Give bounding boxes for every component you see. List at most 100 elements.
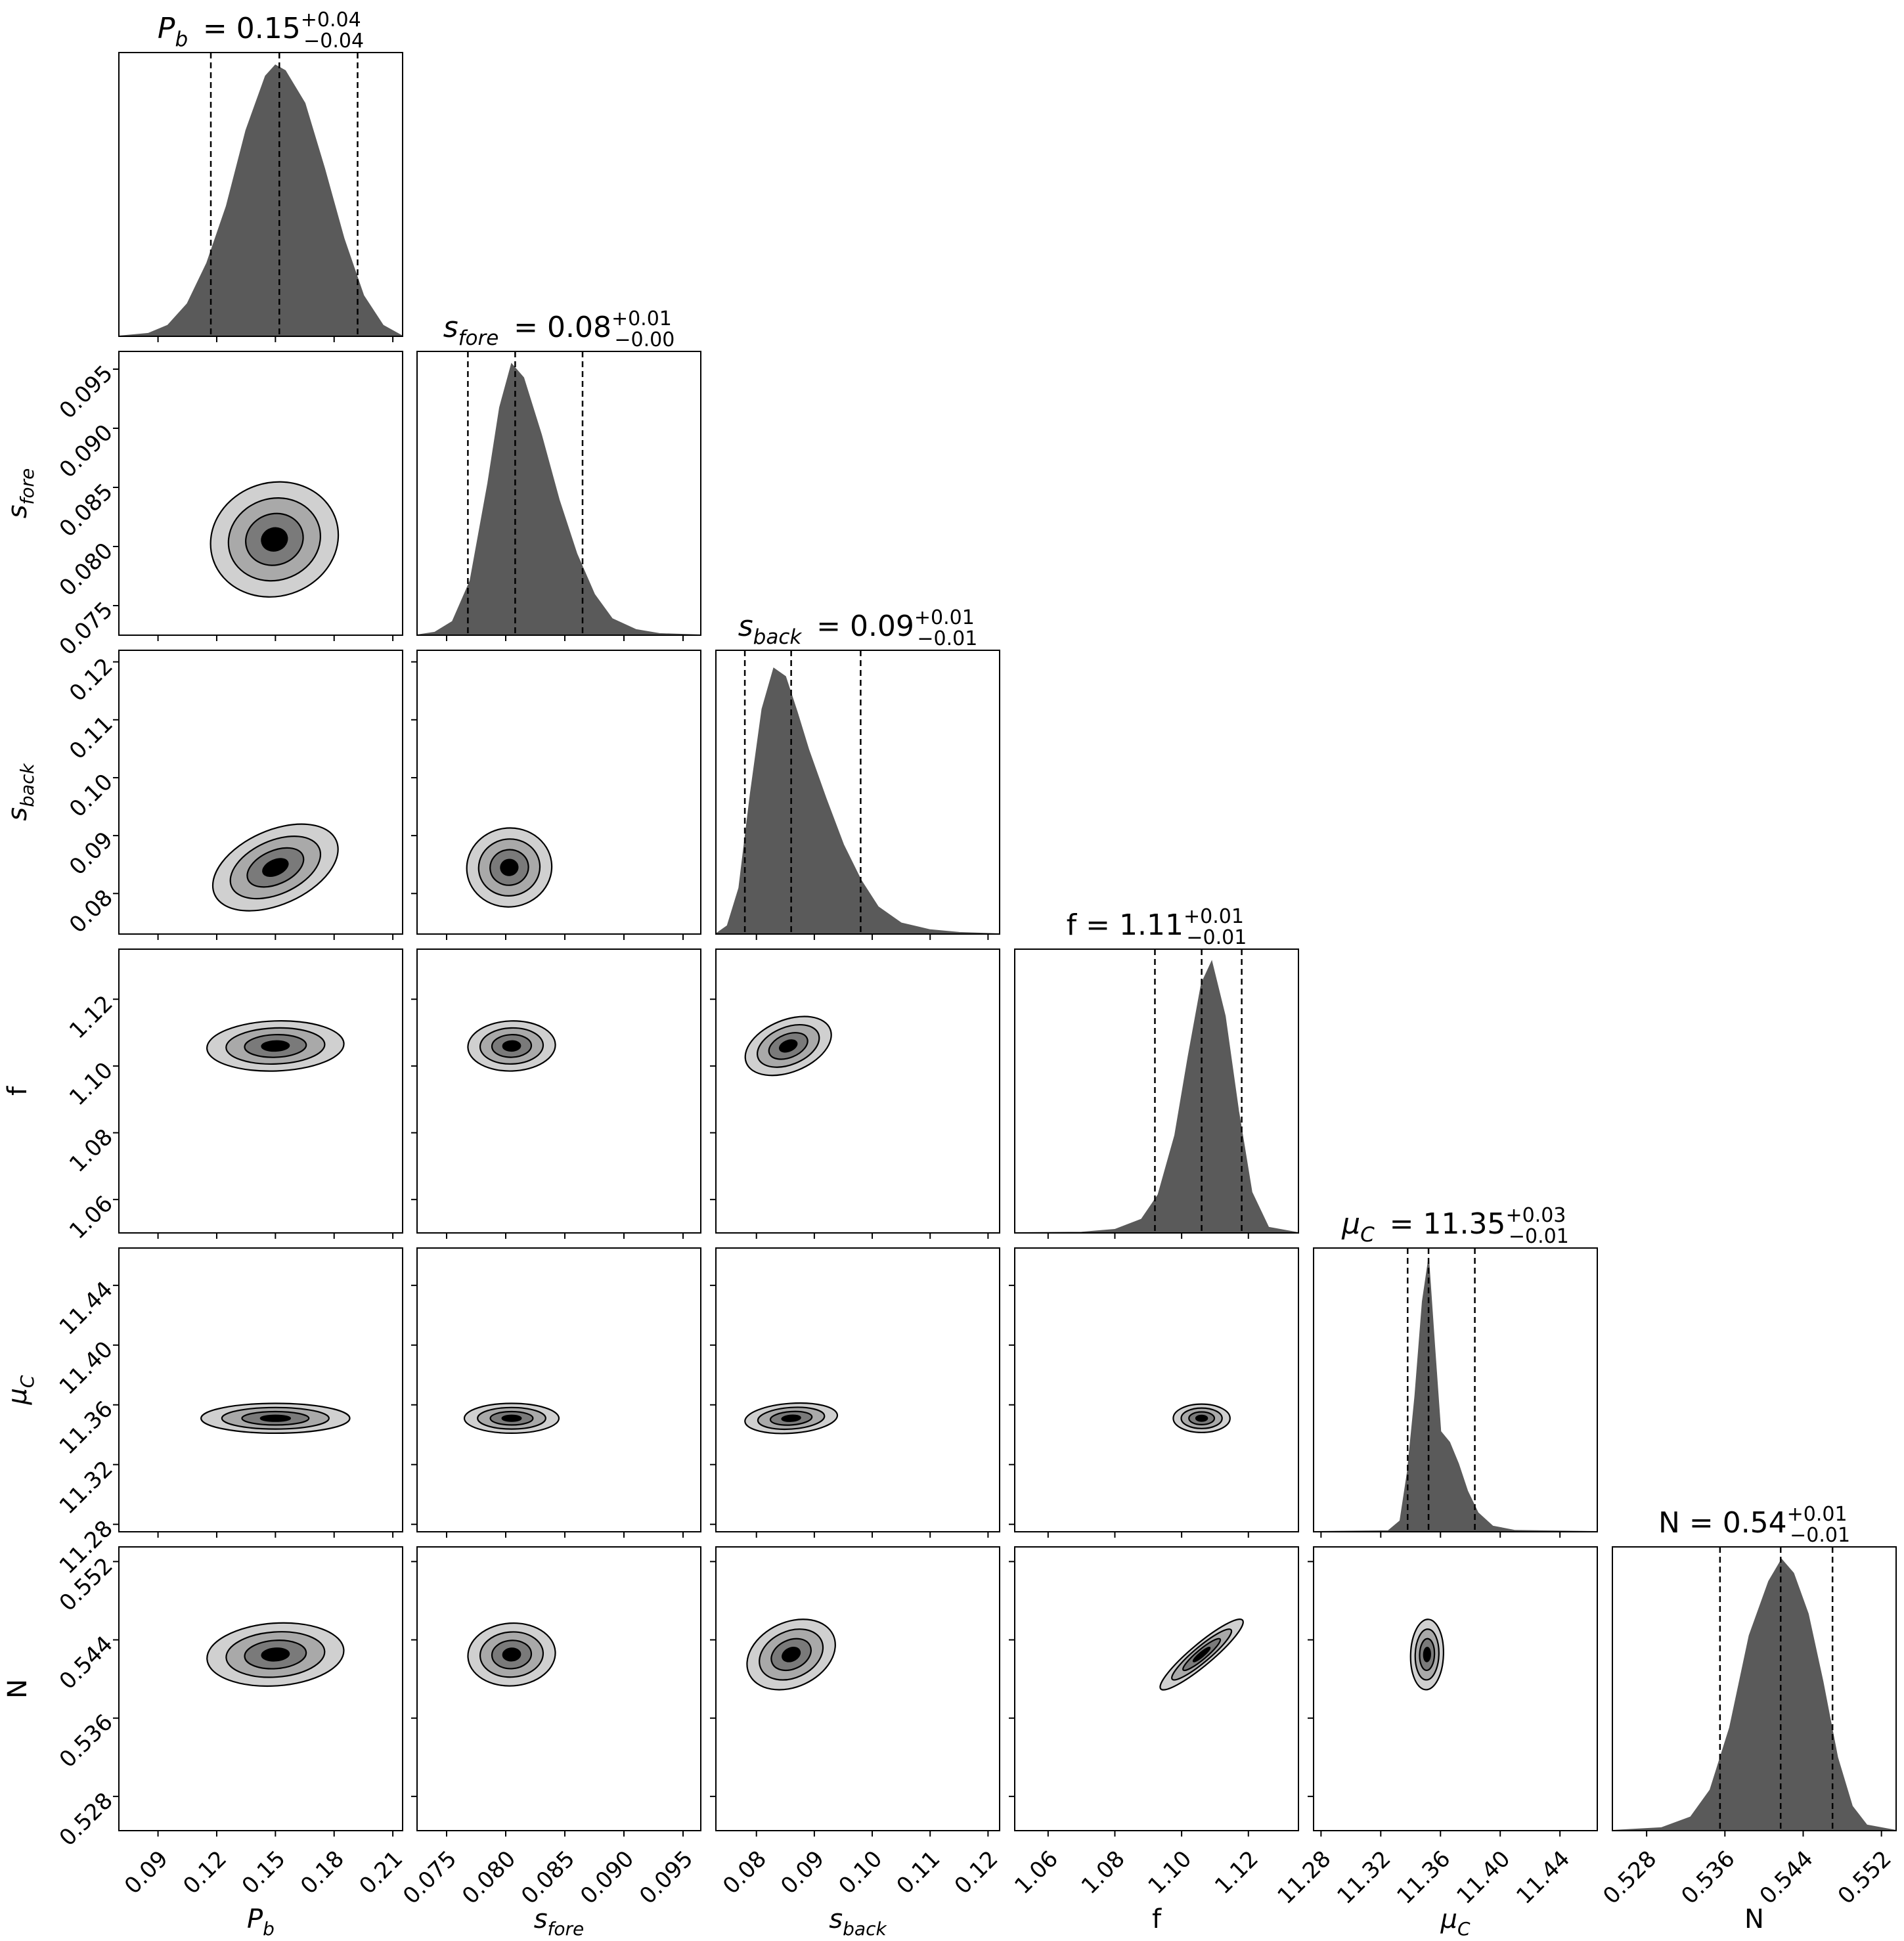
y-tick-label-sfore: 0.095 — [55, 360, 118, 424]
x-tick-label-sback: 0.12 — [950, 1846, 1004, 1900]
y-tick-label-sfore: 0.075 — [55, 596, 118, 660]
contour-level-4 — [259, 1414, 292, 1422]
panel-N-vs-N: N = 0.54+0.01 −0.01 0.528 0.536 0.544 0.552 — [1598, 1503, 1897, 1909]
panel-frame — [715, 1546, 1000, 1831]
title-muC: μC = 11.35+0.03 −0.01 — [1341, 1204, 1569, 1248]
panel-f-vs-Pb: 1.06 1.08 1.10 1.12 — [64, 948, 403, 1245]
title-f: f = 1.11+0.01 −0.01 — [1067, 905, 1247, 949]
panel-f-vs-f: f = 1.11+0.01 −0.01 — [1014, 905, 1299, 1239]
contour-level-4 — [1195, 1414, 1208, 1422]
x-tick-label-muC: 11.40 — [1451, 1846, 1515, 1909]
panel-sback-vs-Pb: 0.080.090.100.110.12 — [64, 650, 403, 940]
y-axis-label-f: f — [3, 1086, 33, 1096]
panel-frame — [416, 948, 701, 1234]
x-tick-label-muC: 11.44 — [1511, 1846, 1575, 1909]
contour-level-4 — [500, 859, 519, 876]
x-axis-label-sfore: sfore — [534, 1904, 585, 1940]
panel-frame — [416, 1546, 701, 1831]
x-tick-label-sfore: 0.075 — [398, 1846, 462, 1909]
x-tick-label-N: 0.544 — [1755, 1846, 1819, 1909]
x-tick-label-muC: 11.36 — [1392, 1846, 1455, 1909]
title-sback: sback = 0.09+0.01 −0.01 — [738, 606, 978, 650]
panel-muC-vs-sfore — [411, 1247, 701, 1538]
y-tick-label-sback: 0.11 — [64, 711, 118, 765]
y-axis-label-muC: μC — [3, 1375, 38, 1405]
x-tick-label-muC: 11.28 — [1272, 1846, 1336, 1909]
y-tick-label-f: 1.06 — [64, 1191, 118, 1245]
contour-level-4 — [262, 858, 289, 877]
x-tick-label-f: 1.10 — [1143, 1846, 1197, 1900]
histogram-muC — [1314, 1261, 1597, 1532]
title-Pb: Pb = 0.15+0.04 −0.04 — [158, 9, 364, 53]
panel-sfore-vs-sfore: sfore = 0.08+0.01 −0.00 — [416, 307, 701, 641]
x-tick-label-f: 1.12 — [1210, 1846, 1264, 1900]
contour-level-4 — [778, 1039, 798, 1053]
x-tick-label-N: 0.528 — [1598, 1846, 1662, 1909]
panel-frame — [1313, 1247, 1598, 1532]
contour-level-4 — [781, 1414, 801, 1422]
histogram-Pb — [119, 64, 403, 336]
y-axis-label-sfore: sfore — [3, 468, 38, 519]
panel-sback-vs-sback: sback = 0.09+0.01 −0.01 — [715, 606, 1000, 940]
panel-f-vs-sfore — [411, 948, 701, 1239]
panel-muC-vs-muC: μC = 11.35+0.03 −0.01 — [1313, 1204, 1598, 1538]
panel-frame — [416, 650, 701, 935]
panel-frame — [1612, 1546, 1897, 1831]
contour-level-4 — [261, 1647, 290, 1662]
x-tick-label-Pb: 0.15 — [237, 1846, 291, 1900]
x-axis-label-N: N — [1744, 1904, 1764, 1934]
panel-frame — [1014, 948, 1299, 1234]
x-tick-label-N: 0.552 — [1833, 1846, 1897, 1909]
contour-level-4 — [261, 527, 288, 552]
contour-level-4 — [502, 1647, 521, 1662]
x-tick-label-Pb: 0.18 — [296, 1846, 349, 1900]
title-N: N = 0.54+0.01 −0.01 — [1658, 1503, 1850, 1547]
x-tick-label-f: 1.08 — [1076, 1846, 1130, 1900]
x-tick-label-sfore: 0.090 — [575, 1846, 639, 1909]
x-tick-label-muC: 11.32 — [1332, 1846, 1396, 1909]
panel-frame — [118, 948, 403, 1234]
y-tick-label-sfore: 0.080 — [55, 537, 118, 601]
x-axis-label-sback: sback — [829, 1904, 887, 1940]
panel-frame — [1313, 1546, 1598, 1831]
contour-level-4 — [1192, 1646, 1211, 1662]
contour-level-4 — [782, 1647, 801, 1662]
panel-frame — [715, 948, 1000, 1234]
x-tick-label-sback: 0.11 — [892, 1846, 946, 1900]
x-tick-label-sfore: 0.080 — [457, 1846, 521, 1909]
y-tick-label-sback: 0.08 — [64, 885, 118, 939]
x-tick-label-Pb: 0.12 — [178, 1846, 232, 1900]
histogram-f — [1015, 960, 1298, 1233]
panel-sback-vs-sfore — [411, 650, 701, 940]
x-tick-label-sback: 0.10 — [833, 1846, 887, 1900]
x-tick-label-Pb: 0.09 — [120, 1846, 173, 1900]
y-axis-label-N: N — [3, 1679, 33, 1699]
panel-frame — [118, 52, 403, 337]
panel-frame — [118, 351, 403, 636]
panel-muC-vs-f — [1009, 1247, 1299, 1538]
y-tick-label-muC: 11.40 — [55, 1336, 118, 1400]
x-axis-label-f: f — [1152, 1904, 1162, 1934]
panel-frame — [1014, 1546, 1299, 1831]
x-axis-label-muC: μC — [1440, 1904, 1470, 1940]
y-tick-label-sfore: 0.085 — [55, 478, 118, 542]
contour-level-4 — [502, 1040, 521, 1052]
title-sfore: sfore = 0.08+0.01 −0.00 — [443, 307, 675, 351]
y-tick-label-f: 1.12 — [64, 991, 118, 1044]
panel-frame — [118, 1546, 403, 1831]
histogram-N — [1612, 1558, 1896, 1831]
y-tick-label-N: 0.536 — [55, 1709, 118, 1773]
contour-level-4 — [1423, 1647, 1431, 1662]
panel-frame — [1014, 1247, 1299, 1532]
y-tick-label-sfore: 0.090 — [55, 419, 118, 483]
y-axis-label-sback: sback — [3, 763, 38, 821]
panel-frame — [715, 1247, 1000, 1532]
panel-f-vs-sback — [710, 948, 1000, 1239]
contour-level-4 — [261, 1040, 290, 1052]
panel-Pb-vs-Pb: Pb = 0.15+0.04 −0.04 — [118, 9, 403, 342]
x-axis-label-Pb: Pb — [247, 1904, 275, 1940]
